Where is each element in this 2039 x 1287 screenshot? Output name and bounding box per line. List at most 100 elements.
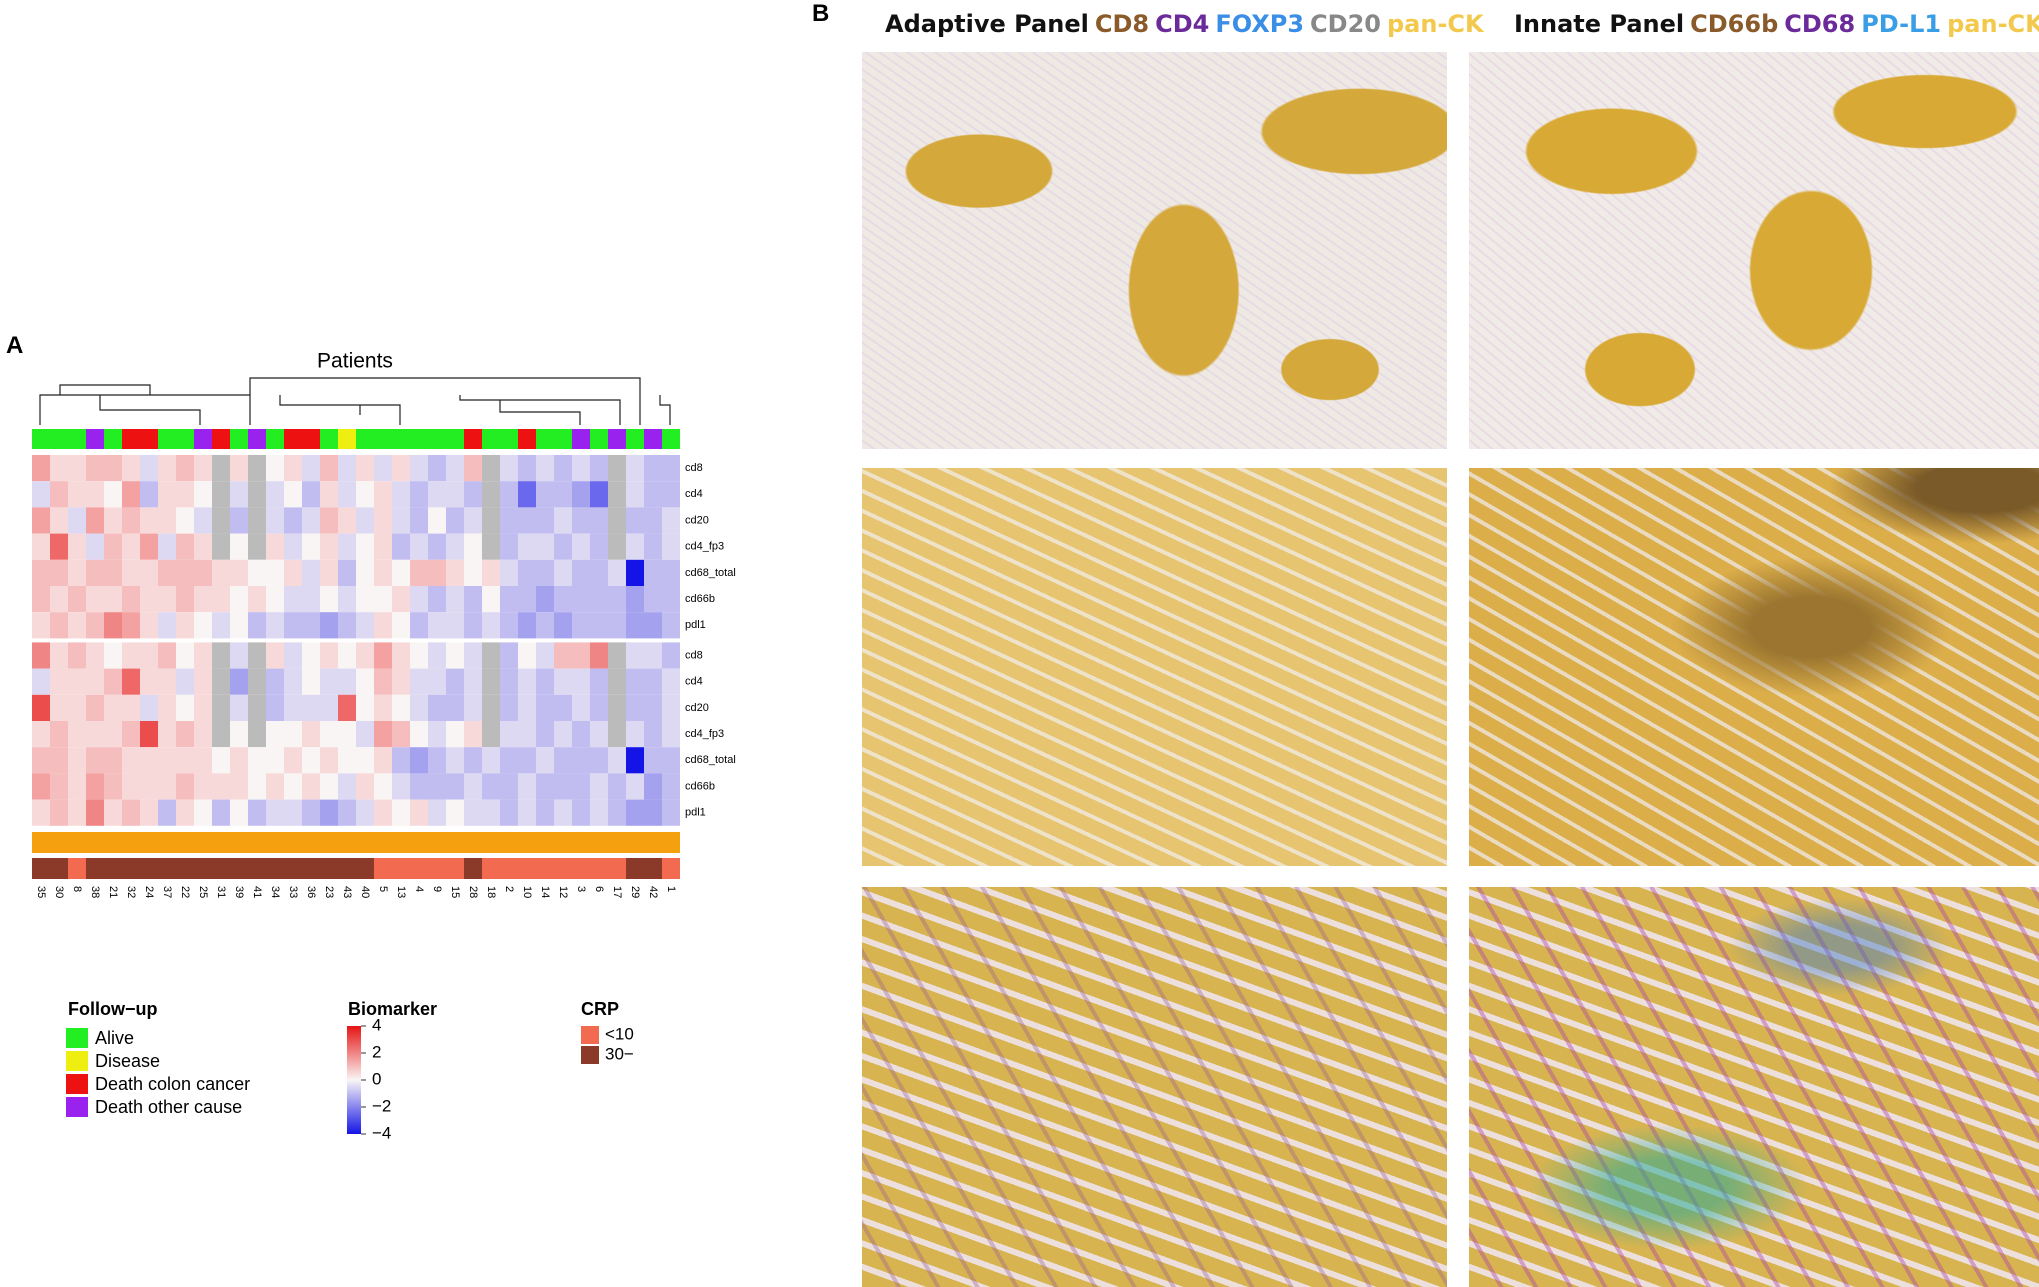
heatmap-cell [230,586,248,613]
column-label: 38 [89,886,101,898]
heatmap-cell [428,721,446,748]
heatmap-cell [158,642,176,669]
heatmap-cell [104,642,122,669]
heatmap-cell [176,773,194,800]
heatmap-cell [194,668,212,695]
heatmap-cell [590,694,608,721]
heatmap-cell [338,586,356,613]
heatmap-cell [572,721,590,748]
heatmap-cell [374,799,392,826]
follow-up-cell [230,429,248,449]
heatmap-cell [428,747,446,774]
heatmap-cell [86,747,104,774]
heatmap-cell [554,721,572,748]
crp-cell [266,858,284,879]
heatmap-cell [482,694,500,721]
row-label: cd4_fp3 [685,541,724,553]
heatmap-cell [86,586,104,613]
legend-title: Biomarker [348,999,437,1019]
heatmap-cell [464,668,482,695]
heatmap-cell [176,668,194,695]
heatmap-cell [446,773,464,800]
heatmap-cell [500,747,518,774]
heatmap-cell [212,586,230,613]
heatmap-cell [464,642,482,669]
heatmap-cell [338,642,356,669]
heatmap-cell [122,773,140,800]
heatmap-cell [662,668,680,695]
heatmap-cell [68,507,86,534]
heatmap-cell [554,668,572,695]
heatmap-cell [50,642,68,669]
heatmap-cell [410,668,428,695]
heatmap-cell [122,455,140,482]
heatmap-cell [572,747,590,774]
heatmap-cell [410,747,428,774]
heatmap-cell [230,455,248,482]
heatmap-cell [266,642,284,669]
heatmap-cell [518,799,536,826]
follow-up-cell [266,429,284,449]
heatmap-cell [446,533,464,560]
heatmap-cell [140,586,158,613]
heatmap-cell [302,507,320,534]
heatmap-cell [104,586,122,613]
heatmap-cell [194,642,212,669]
heatmap-cell [374,694,392,721]
heatmap-cell [320,586,338,613]
heatmap-cell [104,721,122,748]
heatmap-cell [86,721,104,748]
heatmap-cell [392,668,410,695]
heatmap-cell [662,481,680,508]
heatmap-cell [410,507,428,534]
header-word: CD4 [1155,10,1210,38]
crp-cell [50,858,68,879]
column-label: 4 [413,886,425,892]
heatmap-cell [464,612,482,639]
heatmap-cell [194,481,212,508]
follow-up-cell [500,429,518,449]
heatmap-cell [644,559,662,586]
heatmap-cell [302,694,320,721]
row-label: cd4 [685,488,703,500]
heatmap-cell [284,586,302,613]
annotation-bar [32,832,680,853]
heatmap-cell [248,773,266,800]
heatmap-cell [392,721,410,748]
column-label: 35 [35,886,47,898]
heatmap-cell [266,455,284,482]
heatmap-cell [626,455,644,482]
heatmap-cell [140,642,158,669]
heatmap-cell [356,612,374,639]
heatmap-cell [500,559,518,586]
heatmap-cell [536,533,554,560]
crp-cell [590,858,608,879]
heatmap-cell [338,612,356,639]
heatmap-cell [230,481,248,508]
heatmap-cell [446,799,464,826]
heatmap-cell [266,773,284,800]
heatmap-cell [104,668,122,695]
heatmap-cell [50,559,68,586]
heatmap-cell [608,642,626,669]
heatmap-cell [464,721,482,748]
panel-label: A [6,332,24,359]
heatmap-cell [500,721,518,748]
heatmap-cell [122,721,140,748]
follow-up-cell [212,429,230,449]
heatmap-cell [518,586,536,613]
crp-cell [248,858,266,879]
follow-up-cell [50,429,68,449]
column-label: 33 [287,886,299,898]
heatmap-cell [536,455,554,482]
column-label: 9 [431,886,443,892]
heatmap-cell [608,747,626,774]
crp-cell [68,858,86,879]
heatmap-cell [320,642,338,669]
colorbar-label: 0 [372,1069,381,1088]
heatmap-figure: Patients cd8 cd4 cd20 cd4_fp3 cd68_total cd66… [32,350,736,1142]
heatmap-cell [392,533,410,560]
column-label: 13 [395,886,407,898]
heatmap-cell [428,559,446,586]
heatmap-cell [536,773,554,800]
